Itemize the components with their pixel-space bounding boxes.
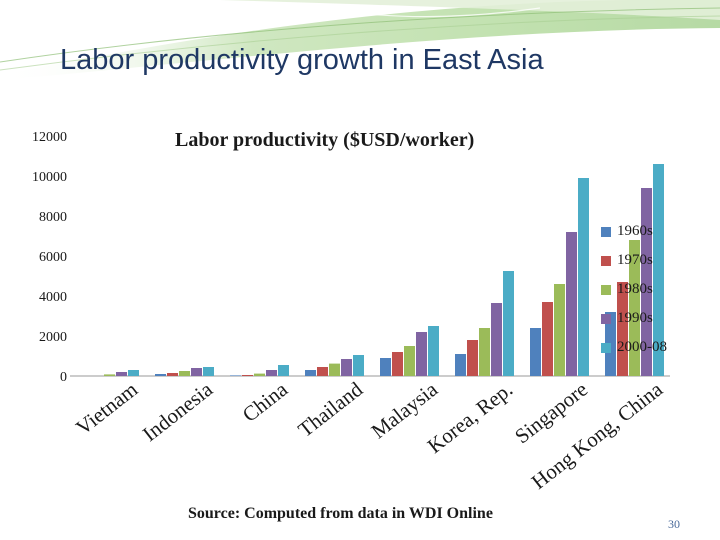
legend-swatch	[601, 255, 611, 266]
legend-item-1970s: 1970s	[601, 246, 667, 275]
bar-2000-08-china	[278, 365, 289, 376]
bar-1980s-korea-rep-	[479, 328, 490, 376]
chart-legend: 1960s 1970s 1980s 1990s 2000-08	[601, 217, 667, 362]
bar-1960s-korea-rep-	[455, 354, 466, 376]
y-tick-label: 0	[60, 370, 67, 385]
bar-1990s-indonesia	[191, 368, 202, 376]
y-tick-label: 6000	[39, 250, 67, 265]
legend-label: 1990s	[617, 310, 653, 326]
bar-1980s-thailand	[329, 363, 340, 376]
y-tick-label: 10000	[32, 170, 67, 185]
legend-label: 1960s	[617, 223, 653, 239]
legend-item-1990s: 1990s	[601, 304, 667, 333]
bar-1970s-korea-rep-	[467, 340, 478, 376]
bar-1970s-singapore	[542, 302, 553, 376]
legend-label: 1970s	[617, 252, 653, 268]
slide-title: Labor productivity growth in East Asia	[60, 44, 544, 76]
bar-1960s-malaysia	[380, 358, 391, 376]
bar-1990s-vietnam	[116, 372, 127, 376]
legend-swatch	[601, 284, 611, 295]
bar-1970s-malaysia	[392, 352, 403, 376]
bar-1970s-hong-kong-china	[617, 282, 628, 376]
bar-2000-08-hong-kong-china	[653, 164, 664, 376]
bar-1970s-thailand	[317, 367, 328, 376]
legend-swatch	[601, 226, 611, 237]
bar-1990s-malaysia	[416, 332, 427, 376]
bar-1970s-china	[242, 375, 253, 376]
chart-bars	[104, 164, 664, 376]
bar-1990s-singapore	[566, 232, 577, 376]
bar-1990s-hong-kong-china	[641, 188, 652, 376]
legend-item-2000-08: 2000-08	[601, 333, 667, 362]
legend-label: 2000-08	[617, 339, 667, 355]
bar-2000-08-vietnam	[128, 370, 139, 376]
bar-1990s-thailand	[341, 359, 352, 376]
legend-item-1960s: 1960s	[601, 217, 667, 246]
category-label: China	[238, 377, 293, 427]
bar-1970s-indonesia	[167, 373, 178, 376]
page-number: 30	[668, 517, 680, 531]
bar-1980s-singapore	[554, 284, 565, 376]
y-tick-label: 8000	[39, 210, 67, 225]
bar-1960s-thailand	[305, 370, 316, 376]
chart-title: Labor productivity ($USD/worker)	[175, 129, 475, 151]
y-tick-label: 12000	[32, 130, 67, 145]
legend-swatch	[601, 313, 611, 324]
bar-2000-08-thailand	[353, 355, 364, 376]
legend-label: 1980s	[617, 281, 653, 297]
legend-swatch	[601, 342, 611, 353]
bar-2000-08-singapore	[578, 178, 589, 376]
category-label: Vietnam	[71, 377, 142, 440]
category-label: Korea, Rep.	[423, 377, 517, 458]
bar-1990s-korea-rep-	[491, 303, 502, 376]
y-tick-label: 4000	[39, 290, 67, 305]
header-decoration	[0, 0, 720, 80]
bar-1980s-vietnam	[104, 374, 115, 376]
y-tick-labels: 0 2000 4000 6000 8000 10000 12000	[32, 130, 67, 385]
bar-1980s-china	[254, 373, 265, 376]
bar-1980s-malaysia	[404, 346, 415, 376]
bar-1980s-hong-kong-china	[629, 240, 640, 376]
bar-2000-08-korea-rep-	[503, 271, 514, 376]
bar-1990s-china	[266, 370, 277, 376]
bar-1960s-indonesia	[155, 374, 166, 376]
category-label: Thailand	[293, 377, 367, 442]
category-label: Hong Kong, China	[527, 377, 668, 494]
source-note: Source: Computed from data in WDI Online	[188, 505, 493, 522]
bar-2000-08-malaysia	[428, 326, 439, 376]
legend-item-1980s: 1980s	[601, 275, 667, 304]
bar-1960s-china	[230, 375, 241, 376]
bar-1980s-indonesia	[179, 371, 190, 376]
y-tick-label: 2000	[39, 330, 67, 345]
category-label: Indonesia	[138, 377, 218, 447]
bar-2000-08-indonesia	[203, 367, 214, 376]
bar-1960s-singapore	[530, 328, 541, 376]
